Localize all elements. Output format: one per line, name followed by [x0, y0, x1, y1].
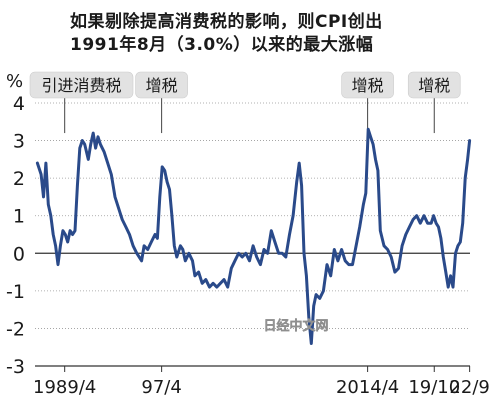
annotation-box — [135, 71, 188, 99]
watermark: 日经中文网 — [263, 318, 328, 334]
x-tick-label: 1989/4 — [33, 377, 96, 398]
y-tick-label: -2 — [6, 318, 25, 340]
x-tick-label: 97/4 — [141, 377, 181, 398]
y-tick-label: 0 — [13, 243, 25, 265]
annotation-label: 增税 — [418, 76, 450, 95]
annotation-label: 引进消费税 — [41, 76, 121, 95]
x-tick-label: 22/9 — [449, 377, 489, 398]
annotation-label: 增税 — [146, 76, 178, 95]
annotation-box — [29, 71, 134, 99]
y-axis-unit: % — [6, 71, 23, 92]
y-tick-label: 2 — [13, 168, 25, 190]
chart-title: 如果剔除提高消费税的影响，则CPI创出 — [70, 12, 383, 32]
y-tick-label: 3 — [13, 131, 25, 153]
y-tick-label: -3 — [6, 356, 25, 378]
x-tick-label: 19/10 — [408, 377, 460, 398]
chart-subtitle: 1991年8月（3.0%）以来的最大涨幅 — [70, 35, 374, 55]
x-tick-label: 2014/4 — [336, 377, 399, 398]
y-tick-label: 1 — [13, 206, 25, 228]
y-tick-label: -1 — [6, 281, 25, 303]
cpi-series-line — [35, 127, 472, 345]
y-tick-label: 4 — [13, 93, 25, 115]
annotation-box — [341, 71, 394, 99]
annotation-box — [407, 71, 461, 99]
annotation-label: 增税 — [352, 76, 384, 95]
